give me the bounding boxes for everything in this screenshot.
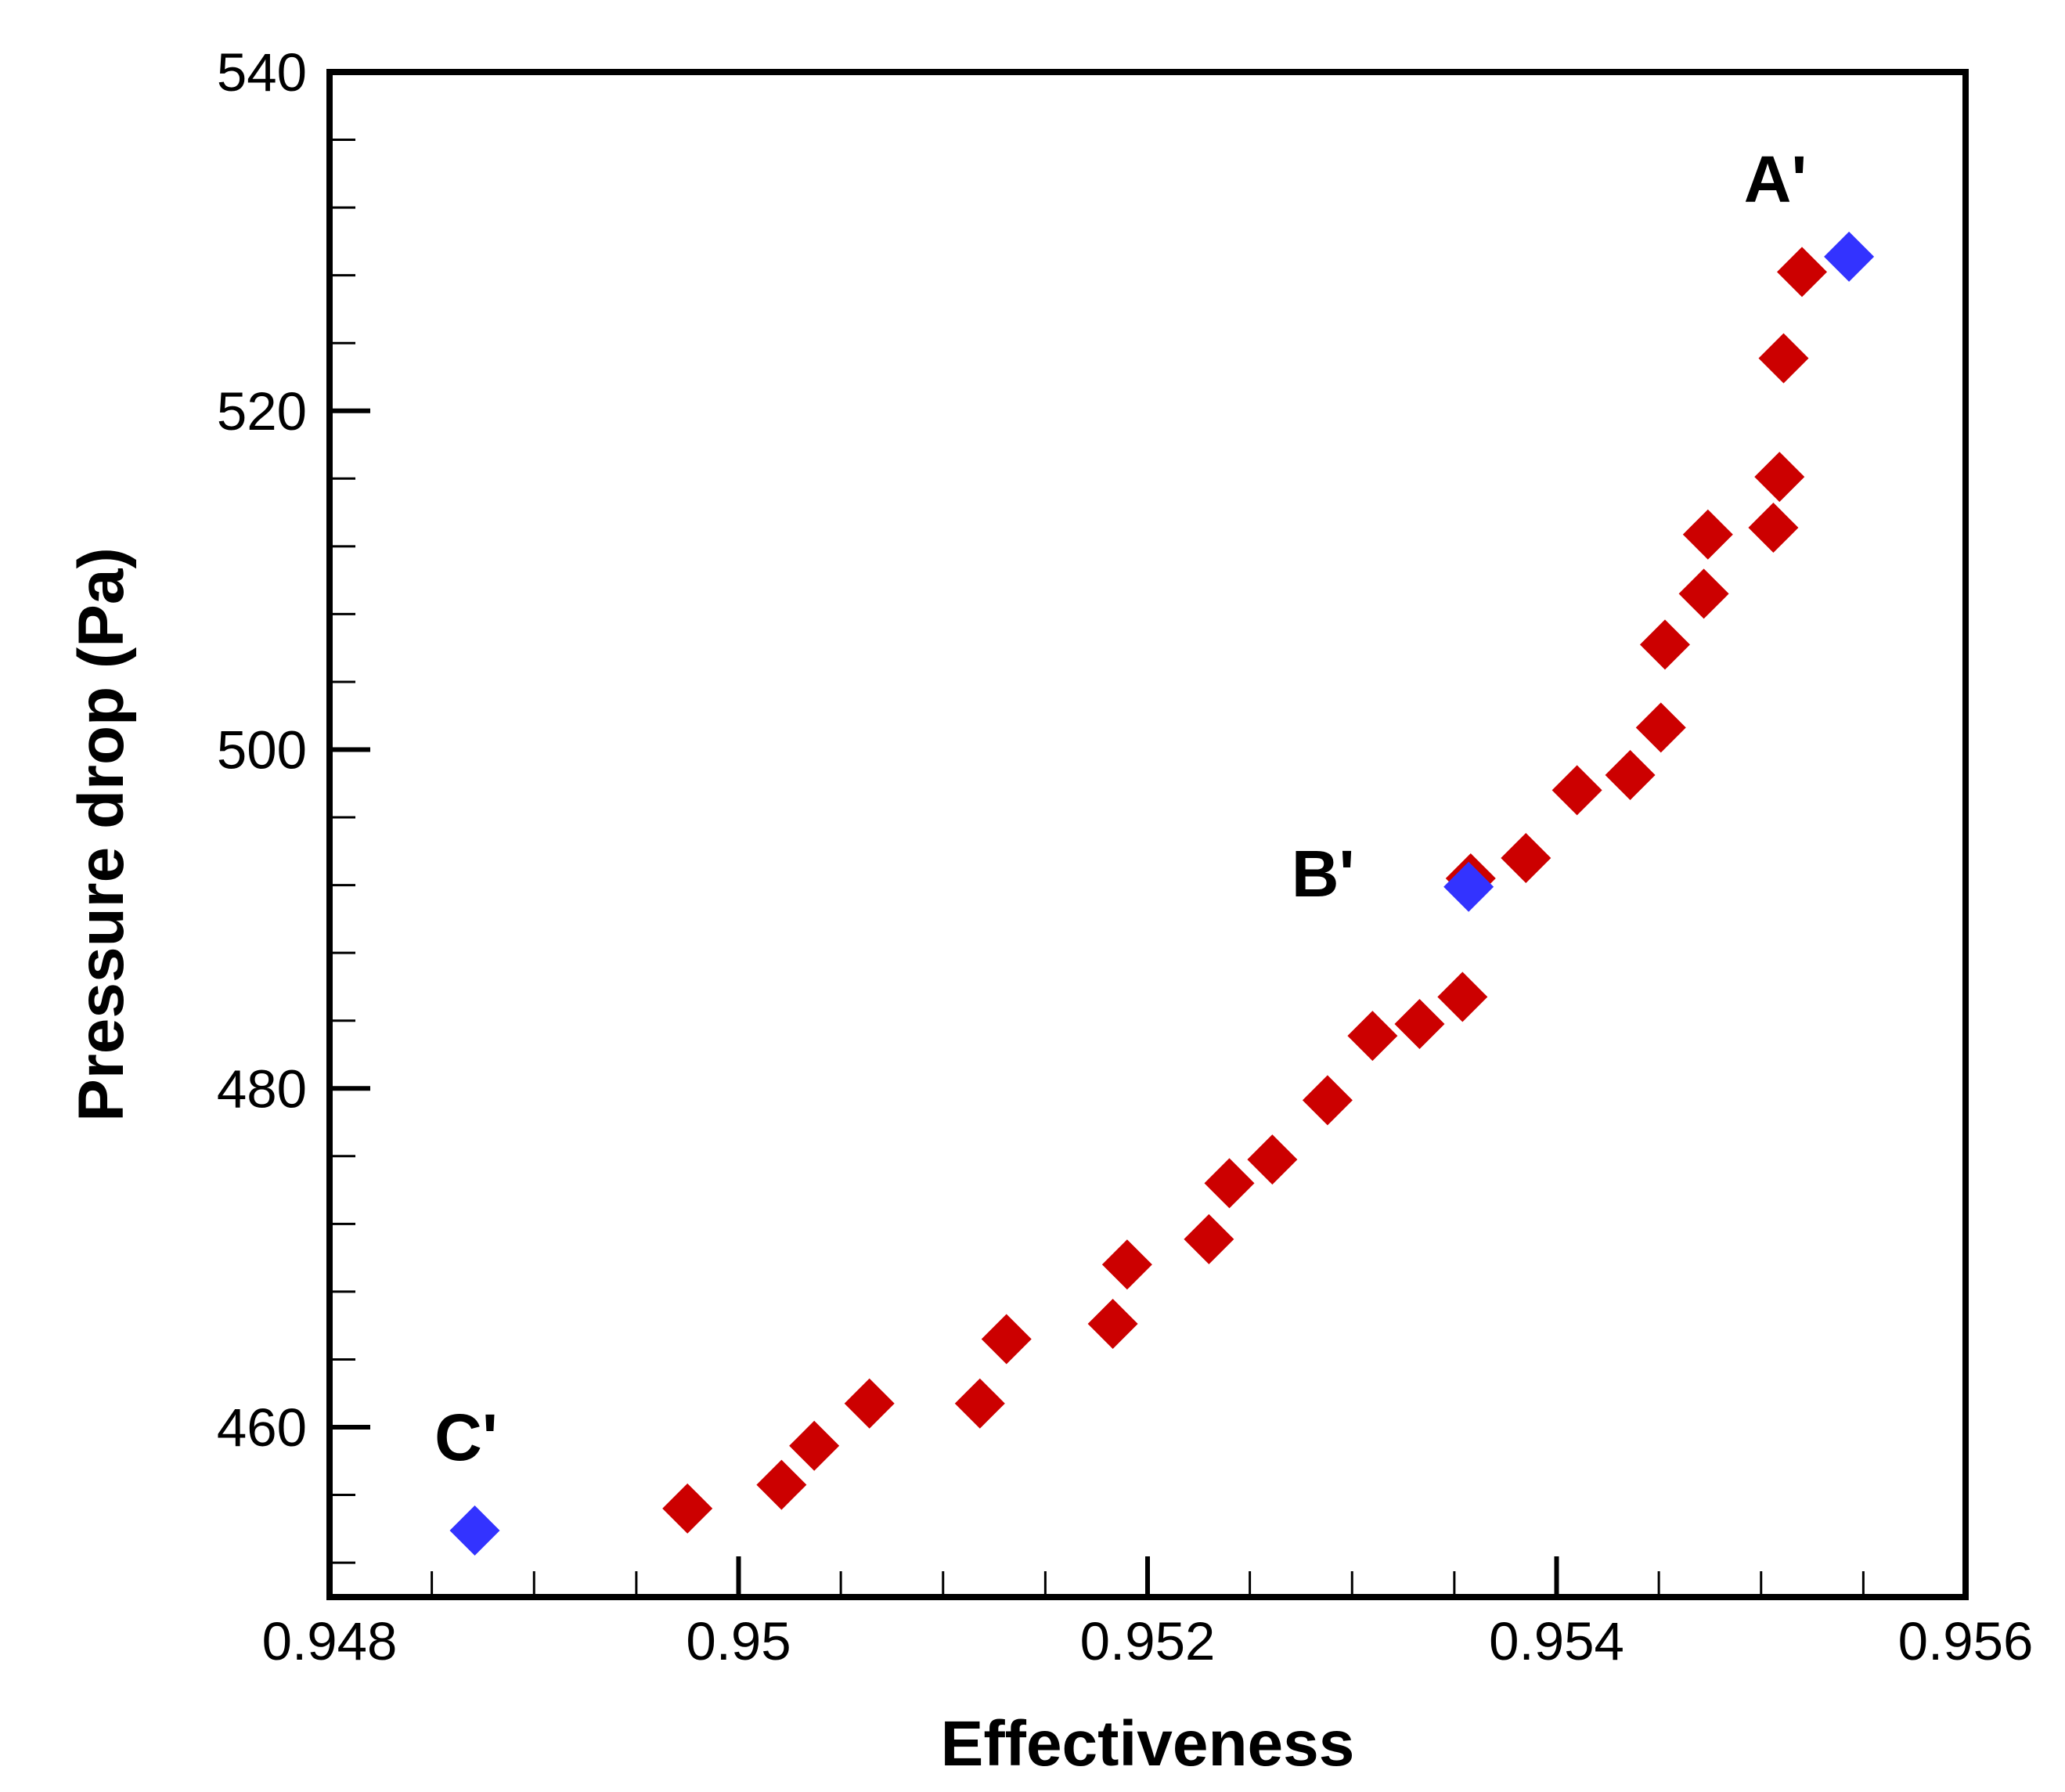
data-point [1302,1075,1353,1126]
x-tick-label: 0.956 [1898,1611,2034,1671]
data-point [789,1420,840,1471]
data-point [844,1378,895,1429]
data-point [1551,765,1602,816]
plot-frame [326,69,1969,1600]
data-point [1635,702,1686,753]
x-tick-label: 0.948 [262,1611,398,1671]
tick-labels: 460 480 500 520 540 0.948 0.95 0.952 0.954 0.956 A… [217,42,2033,1671]
data-points [449,231,1875,1556]
selected-point [1824,231,1875,282]
data-point [1347,1011,1398,1062]
x-tick-label: 0.954 [1489,1611,1624,1671]
data-point [1247,1134,1298,1185]
data-point [1639,619,1690,670]
y-tick-label: 520 [217,381,307,442]
y-tick-label: 500 [217,720,307,781]
data-point [1437,972,1488,1022]
x-tick-label: 0.95 [686,1611,791,1671]
data-point [1394,999,1445,1050]
x-axis-title: Effectiveness [941,1708,1355,1779]
data-point [1184,1213,1234,1264]
y-tick-label: 480 [217,1058,307,1119]
data-point [1101,1239,1152,1290]
point-annotation: C' [434,1401,498,1474]
point-annotation: A' [1744,142,1807,216]
data-point [1087,1299,1138,1350]
point-annotation: B' [1292,837,1355,910]
data-point [756,1459,807,1510]
data-point [1682,509,1733,560]
data-point [981,1314,1032,1365]
data-point [1758,333,1809,384]
y-tick-label: 460 [217,1397,307,1458]
y-axis-title: Pressure drop (Pa) [66,547,137,1122]
axis-ticks [327,70,1968,1597]
data-point [1777,247,1827,297]
selected-point [449,1505,500,1556]
x-tick-label: 0.952 [1080,1611,1216,1671]
data-point [662,1483,713,1534]
data-point [1605,749,1656,800]
y-tick-label: 540 [217,42,307,103]
data-point [954,1378,1005,1429]
data-point [1501,832,1551,883]
selected-point [1443,861,1494,912]
data-point [1678,568,1729,619]
data-point [1204,1158,1255,1209]
data-point [1754,452,1805,503]
data-point [1748,503,1799,553]
